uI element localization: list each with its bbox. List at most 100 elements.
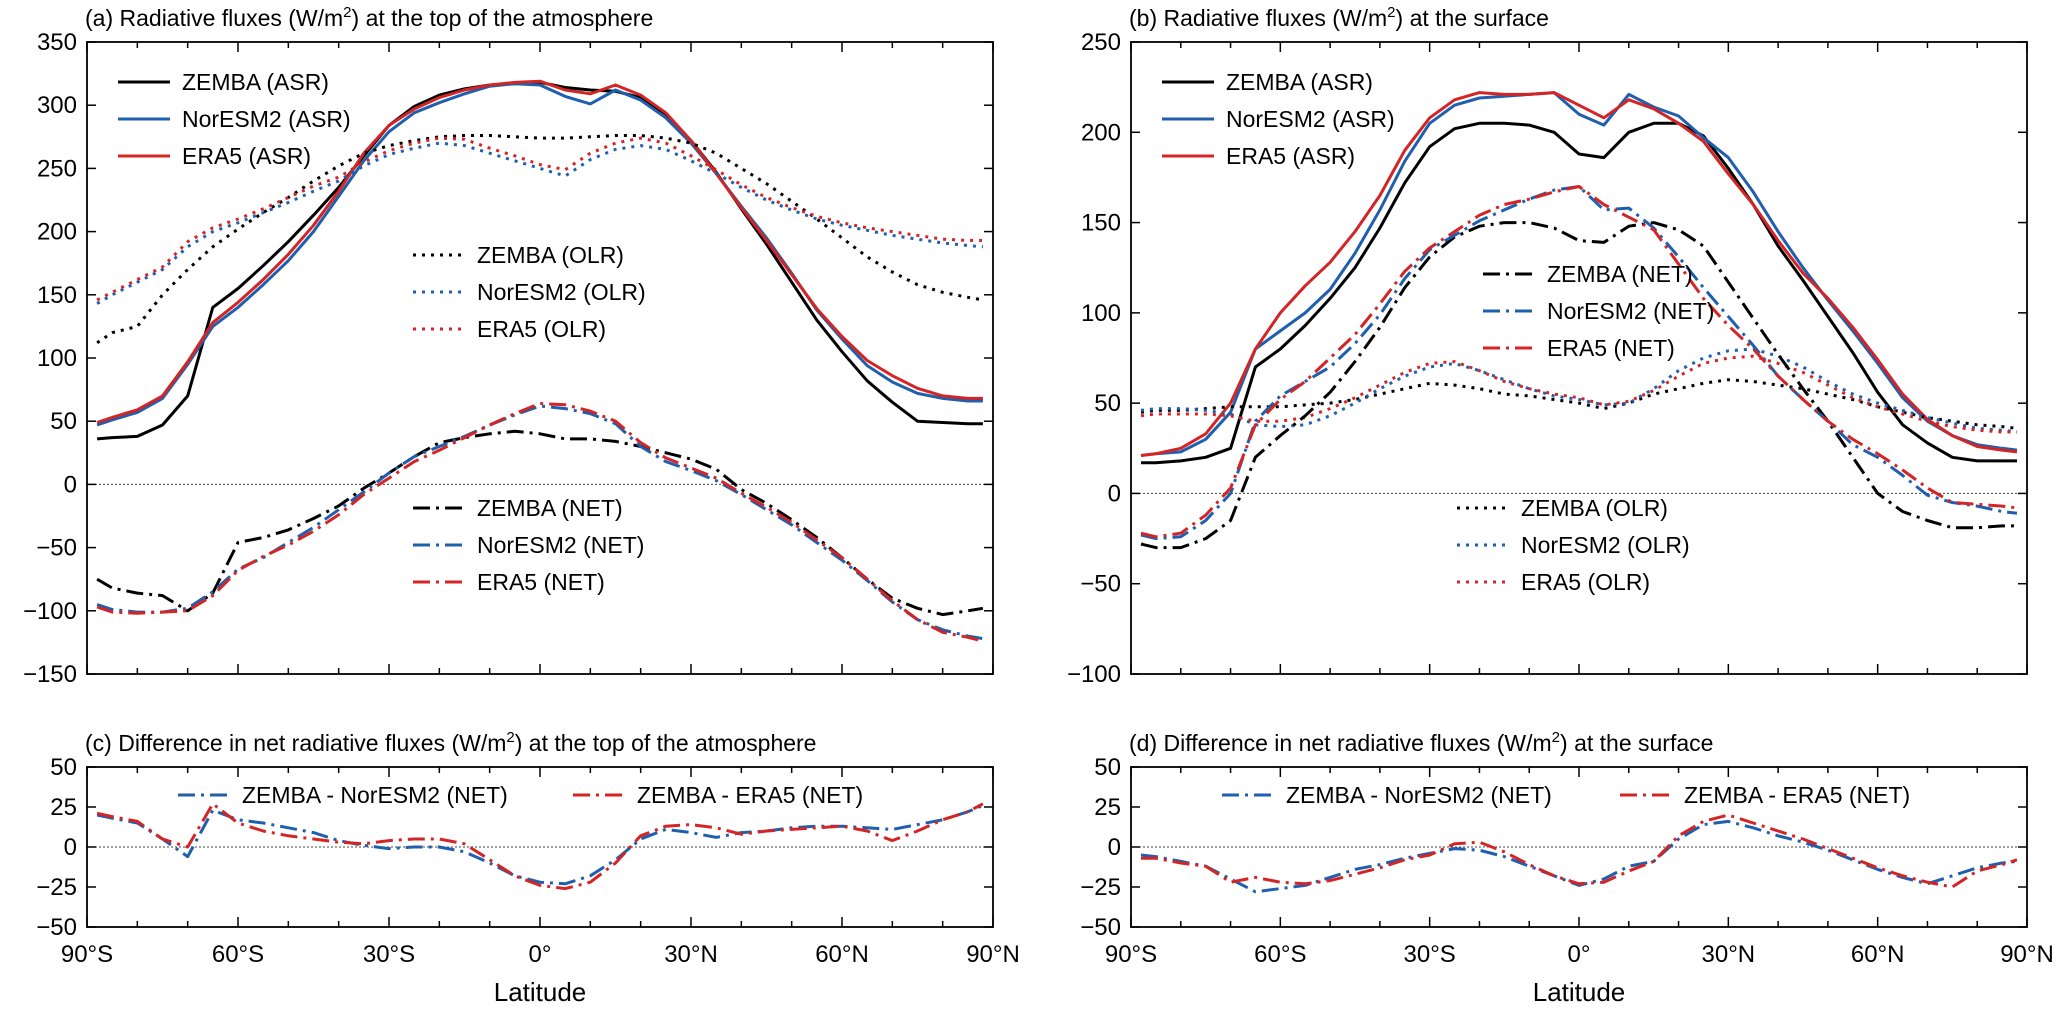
legend-label: ERA5 (NET) <box>1547 335 1675 361</box>
y-tick-label: −50 <box>1080 571 1121 598</box>
y-tick-label: −50 <box>36 535 77 562</box>
x-tick-label: 90°S <box>61 941 113 968</box>
series-line-noresm2-net- <box>96 404 984 641</box>
legend-label: ZEMBA - NorESM2 (NET) <box>1286 782 1552 808</box>
legend-label: ZEMBA (NET) <box>477 495 623 521</box>
legend-label: NorESM2 (NET) <box>477 532 644 558</box>
series-line-zemba-asr- <box>1141 121 2017 465</box>
legend-label: ZEMBA - NorESM2 (NET) <box>242 782 508 808</box>
legend: ZEMBA (NET) NorESM2 (NET) ERA5 (NET) <box>413 495 644 595</box>
legend-label: ZEMBA (NET) <box>1547 261 1693 287</box>
y-tick-label: −50 <box>36 914 77 941</box>
y-tick-label: 300 <box>37 92 77 119</box>
legend-label: ZEMBA (OLR) <box>1521 495 1668 521</box>
x-tick-label: 0° <box>1568 941 1591 968</box>
legend: ZEMBA - NorESM2 (NET) ZEMBA - ERA5 (NET) <box>178 782 863 808</box>
legend: ZEMBA (OLR) NorESM2 (OLR) ERA5 (OLR) <box>413 242 646 342</box>
y-tick-label: 250 <box>1081 29 1121 56</box>
legend: ZEMBA (NET) NorESM2 (NET) ERA5 (NET) <box>1483 261 1714 361</box>
panel-title: (c) Difference in net radiative fluxes (… <box>85 729 816 756</box>
y-tick-label: 50 <box>1094 390 1121 417</box>
legend: ZEMBA (OLR) NorESM2 (OLR) ERA5 (OLR) <box>1457 495 1690 595</box>
series-line-era5-net- <box>1140 185 2018 539</box>
x-tick-label: 30°N <box>1702 941 1756 968</box>
legend-label: ERA5 (OLR) <box>1521 569 1650 595</box>
y-tick-label: 350 <box>37 29 77 56</box>
x-tick-label: 30°S <box>363 941 415 968</box>
legend: ZEMBA (ASR) NorESM2 (ASR) ERA5 (ASR) <box>1162 69 1395 169</box>
x-tick-label: 60°N <box>1851 941 1905 968</box>
legend: ZEMBA (ASR) NorESM2 (ASR) ERA5 (ASR) <box>118 69 351 169</box>
panel-title: (a) Radiative fluxes (W/m2) at the top o… <box>85 4 653 31</box>
series-line-noresm2-olr- <box>1140 347 2018 434</box>
y-tick-label: 0 <box>1108 834 1121 861</box>
legend-label: NorESM2 (ASR) <box>1226 106 1395 132</box>
legend-label: NorESM2 (NET) <box>1547 298 1714 324</box>
legend-label: ERA5 (ASR) <box>182 143 311 169</box>
y-tick-label: −150 <box>23 661 77 688</box>
y-tick-label: −25 <box>36 874 77 901</box>
series-line-zemba-net- <box>1140 221 2017 550</box>
series-line-zemba-era5-net- <box>1141 813 2018 889</box>
y-tick-label: 50 <box>50 754 77 781</box>
x-tick-label: 60°S <box>212 941 264 968</box>
x-tick-label: 60°S <box>1254 941 1306 968</box>
y-tick-label: −50 <box>1080 914 1121 941</box>
legend-label: NorESM2 (OLR) <box>1521 532 1690 558</box>
legend-label: ERA5 (ASR) <box>1226 143 1355 169</box>
legend: ZEMBA - NorESM2 (NET) ZEMBA - ERA5 (NET) <box>1222 782 1910 808</box>
legend-label: ZEMBA (ASR) <box>182 69 329 95</box>
series-line-era5-olr- <box>96 136 983 302</box>
y-tick-label: 100 <box>1081 300 1121 327</box>
x-axis-label: Latitude <box>1533 977 1626 1007</box>
y-tick-label: 200 <box>37 219 77 246</box>
series-line-zemba-noresm2-net- <box>96 804 984 886</box>
panel-title: (d) Difference in net radiative fluxes (… <box>1129 729 1713 756</box>
series-line-era5-net- <box>96 402 984 643</box>
legend-label: ZEMBA (ASR) <box>1226 69 1373 95</box>
legend-label: ZEMBA (OLR) <box>477 242 624 268</box>
y-tick-label: −25 <box>1080 874 1121 901</box>
panel-b: (b) Radiative fluxes (W/m2) at the surfa… <box>1067 4 2028 688</box>
y-tick-label: 50 <box>1094 754 1121 781</box>
panel-d: (d) Difference in net radiative fluxes (… <box>1080 729 2054 1007</box>
series-line-noresm2-net- <box>1140 185 2018 541</box>
x-tick-label: 90°S <box>1105 941 1157 968</box>
legend-label: ZEMBA - ERA5 (NET) <box>637 782 863 808</box>
series-line-zemba-noresm2-net- <box>1140 819 2018 894</box>
y-tick-label: 25 <box>50 794 77 821</box>
y-tick-label: 100 <box>37 345 77 372</box>
y-tick-label: 150 <box>1081 210 1121 237</box>
series-line-noresm2-asr- <box>1140 91 2018 457</box>
legend-label: ERA5 (NET) <box>477 569 605 595</box>
x-tick-label: 90°N <box>2000 941 2054 968</box>
y-tick-label: 0 <box>1108 480 1121 507</box>
panel-a: (a) Radiative fluxes (W/m2) at the top o… <box>23 4 994 688</box>
series-line-era5-olr- <box>1140 354 2017 434</box>
x-axis-label: Latitude <box>494 977 587 1007</box>
series-line-era5-asr- <box>1140 91 2018 457</box>
y-tick-label: 0 <box>64 471 77 498</box>
series-line-noresm2-asr- <box>96 82 983 427</box>
plot-frame <box>1130 41 2028 675</box>
y-tick-label: 25 <box>1094 794 1121 821</box>
plot-frame <box>1130 766 2028 928</box>
y-tick-label: −100 <box>1067 661 1121 688</box>
legend-label: NorESM2 (OLR) <box>477 279 646 305</box>
legend-label: ERA5 (OLR) <box>477 316 606 342</box>
legend-label: NorESM2 (ASR) <box>182 106 351 132</box>
y-tick-label: 150 <box>37 282 77 309</box>
y-tick-label: 200 <box>1081 119 1121 146</box>
panel-title: (b) Radiative fluxes (W/m2) at the surfa… <box>1129 4 1549 31</box>
x-tick-label: 90°N <box>966 941 1020 968</box>
panel-c: (c) Difference in net radiative fluxes (… <box>36 729 1020 1007</box>
plot-frame <box>86 41 994 675</box>
x-tick-label: 0° <box>529 941 552 968</box>
series-line-zemba-era5-net- <box>96 802 984 891</box>
series-line-noresm2-olr- <box>96 141 984 305</box>
series-line-era5-asr- <box>96 79 983 424</box>
y-tick-label: 0 <box>64 834 77 861</box>
x-tick-label: 60°N <box>815 941 869 968</box>
